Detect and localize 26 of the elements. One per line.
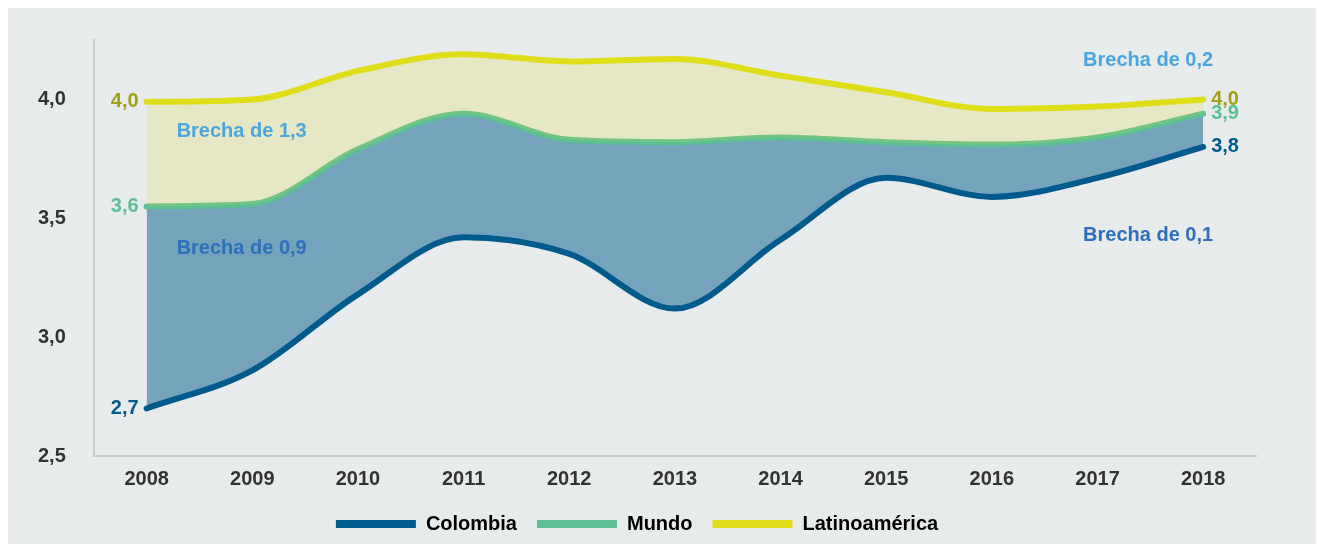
y-tick-label: 2,5	[37, 443, 66, 466]
x-tick-label: 2011	[441, 466, 486, 489]
data-label: 2,7	[110, 395, 139, 418]
annotation: Brecha de 1,3	[176, 119, 307, 142]
annotation: Brecha de 0,9	[176, 235, 307, 258]
x-tick-label: 2013	[652, 466, 698, 489]
y-tick-label: 3,5	[37, 205, 66, 228]
x-tick-label: 2009	[230, 466, 275, 489]
x-tick-label: 2017	[1075, 466, 1120, 489]
x-tick-label: 2015	[863, 466, 909, 489]
annotation: Brecha de 0,1	[1083, 223, 1214, 246]
data-label: 4,0	[110, 89, 139, 112]
x-tick-label: 2010	[335, 466, 381, 489]
legend-label: Colombia	[425, 511, 518, 534]
x-tick-label: 2008	[124, 466, 169, 489]
legend-label: Mundo	[626, 511, 693, 534]
annotation: Brecha de 0,2	[1083, 48, 1214, 71]
legend-label: Latinoamérica	[802, 511, 939, 534]
data-label: 3,6	[110, 193, 139, 216]
y-tick-label: 4,0	[37, 86, 66, 109]
data-label: 3,8	[1211, 134, 1239, 157]
y-tick-label: 3,0	[37, 324, 66, 347]
x-tick-label: 2014	[758, 466, 804, 489]
x-tick-label: 2016	[969, 466, 1015, 489]
x-tick-label: 2012	[547, 466, 592, 489]
x-tick-label: 2018	[1180, 466, 1226, 489]
